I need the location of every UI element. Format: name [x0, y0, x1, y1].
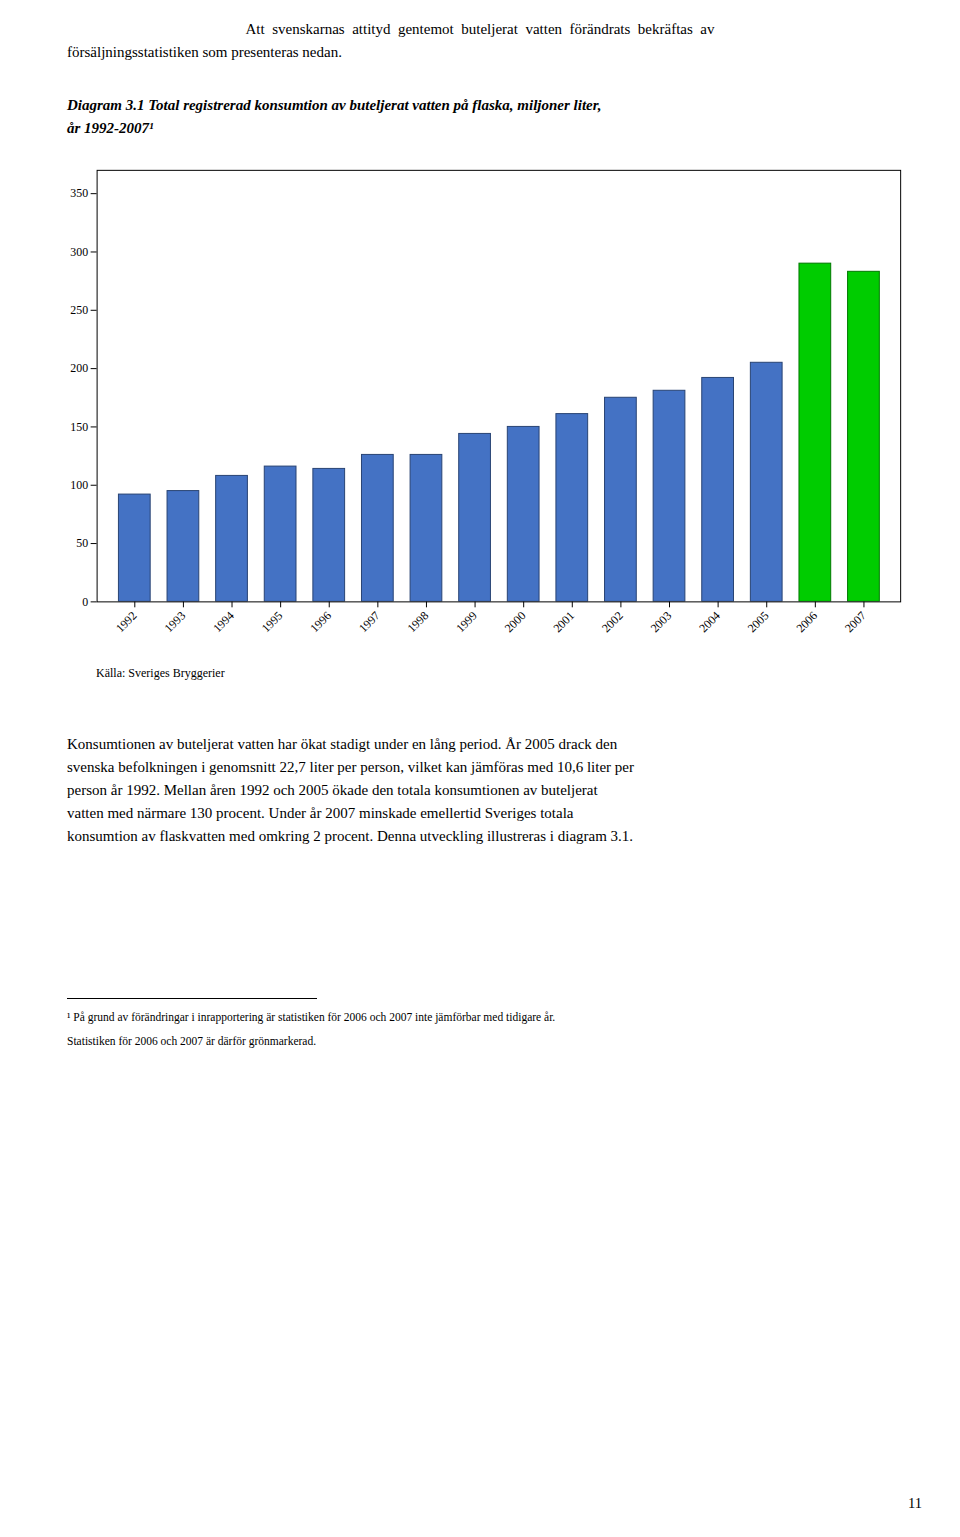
- svg-text:50: 50: [76, 536, 88, 550]
- svg-text:2005: 2005: [745, 608, 772, 635]
- svg-text:250: 250: [70, 303, 88, 317]
- html-text:konsumtion av flaskvatten med: konsumtion av flaskvatten med omkring 2 …: [67, 827, 634, 844]
- svg-text:1995: 1995: [259, 608, 286, 635]
- html-text:svenska befolkningen i genomsn: svenska befolkningen i genomsnitt 22,7 l…: [67, 758, 634, 775]
- svg-text:1998: 1998: [405, 608, 432, 635]
- html-text:försäljningsstatistiken som pr: försäljningsstatistiken som presenteras …: [67, 44, 342, 60]
- html-text:11: 11: [908, 1495, 922, 1511]
- html-text:år 1992-2007¹: år 1992-2007¹: [67, 120, 154, 136]
- svg-text:200: 200: [70, 361, 88, 375]
- svg-text:2007: 2007: [842, 608, 869, 635]
- html-text:¹ På grund av förändringar i i: ¹ På grund av förändringar i inrapporter…: [67, 1010, 556, 1023]
- svg-text:2001: 2001: [550, 608, 577, 635]
- svg-text:1994: 1994: [210, 608, 237, 635]
- svg-text:0: 0: [82, 595, 88, 609]
- html-text:person år 1992. Mellan åren 19: person år 1992. Mellan åren 1992 och 200…: [67, 781, 598, 798]
- html-text:Källa: Sveriges Bryggerier: Källa: Sveriges Bryggerier: [96, 665, 225, 680]
- svg-text:1992: 1992: [113, 608, 140, 635]
- svg-text:100: 100: [70, 478, 88, 492]
- svg-text:2004: 2004: [696, 608, 723, 635]
- html-text:Diagram 3.1 Total registrerad: Diagram 3.1 Total registrerad konsumtion…: [67, 97, 602, 113]
- svg-text:2002: 2002: [599, 608, 626, 635]
- svg-text:2003: 2003: [648, 608, 675, 635]
- svg-text:1996: 1996: [307, 608, 334, 635]
- html-text:Konsumtionen av buteljerat vat: Konsumtionen av buteljerat vatten har ök…: [67, 735, 618, 752]
- svg-text:2000: 2000: [502, 608, 529, 635]
- svg-text:1999: 1999: [453, 608, 480, 635]
- svg-text:150: 150: [70, 420, 88, 434]
- svg-text:2006: 2006: [793, 608, 820, 635]
- svg-text:350: 350: [70, 186, 88, 200]
- html-text:Statistiken för 2006 och 2007: Statistiken för 2006 och 2007 är därför …: [67, 1034, 317, 1047]
- html-text:Att svenskarnas attityd gentem: Att svenskarnas attityd gentemot butelje…: [245, 21, 715, 37]
- svg-text:1993: 1993: [162, 608, 189, 635]
- svg-text:300: 300: [70, 245, 88, 259]
- html-text:vatten med närmare 130 procent: vatten med närmare 130 procent. Under år…: [67, 804, 574, 821]
- svg-text:1997: 1997: [356, 608, 383, 635]
